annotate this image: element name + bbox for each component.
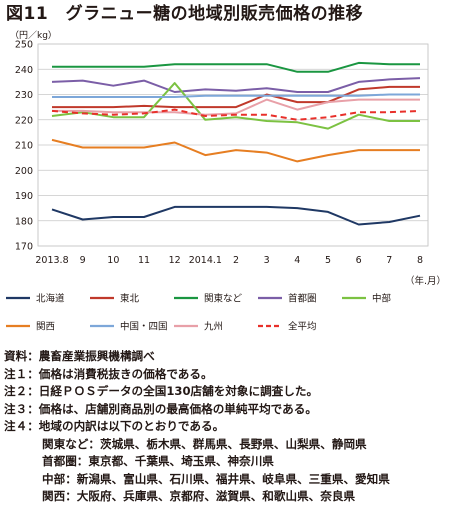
region-chubu: 中部：新潟県、富山県、石川県、福井県、岐阜県、三重県、愛知県 bbox=[42, 471, 390, 486]
y-tick-label: 220 bbox=[15, 115, 33, 126]
x-tick-label: 8 bbox=[417, 255, 423, 266]
note-2: 注２：日経ＰＯＳデータの全国130店舗を対象に調査した。 bbox=[4, 384, 319, 398]
x-tick-label: 3 bbox=[264, 255, 270, 266]
legend-label: 中部 bbox=[372, 293, 391, 305]
region-kanto: 関東など：茨城県、栃木県、群馬県、長野県、山梨県、静岡県 bbox=[42, 436, 367, 451]
x-tick-label: 6 bbox=[356, 255, 362, 266]
axis-labels: 170 180 190 200 210 220 230 240 250 2013.8 9 10 11 12… bbox=[15, 40, 423, 267]
series-group bbox=[51, 61, 421, 226]
note-1: 注１：価格は消費税抜きの価格である。 bbox=[4, 366, 213, 381]
note-3: 注３：価格は、店舗別商品別の最高価格の単純平均である。 bbox=[4, 401, 317, 416]
x-tick-label: 10 bbox=[107, 255, 119, 266]
x-axis-unit-label: （年.月） bbox=[405, 275, 446, 287]
series-line-4 bbox=[51, 77, 421, 93]
legend-label: 九州 bbox=[204, 321, 223, 333]
series-line-5 bbox=[51, 82, 420, 130]
legend-label: 関西 bbox=[36, 322, 55, 333]
notes: 資料：農畜産業振興機構調べ 注１：価格は消費税抜きの価格である。 注２：日経ＰＯ… bbox=[4, 348, 446, 506]
series-line-7 bbox=[52, 93, 420, 98]
series-line-8 bbox=[52, 98, 420, 116]
y-tick-label: 210 bbox=[15, 141, 33, 152]
x-tick-label: 11 bbox=[138, 255, 150, 266]
series-line-2 bbox=[52, 85, 420, 109]
series-line-3 bbox=[52, 61, 420, 73]
x-tick-label: 2013.8 bbox=[35, 255, 68, 266]
y-tick-label: 170 bbox=[15, 242, 33, 253]
legend-label: 北海道 bbox=[36, 293, 65, 305]
legend-label: 中国・四国 bbox=[120, 321, 168, 333]
y-tick-label: 240 bbox=[15, 65, 33, 76]
x-tick-label: 2 bbox=[233, 255, 239, 266]
series-line-9 bbox=[51, 108, 421, 121]
y-tick-label: 250 bbox=[15, 40, 33, 51]
region-shutoken: 首都圏：東京都、千葉県、埼玉県、神奈川県 bbox=[42, 454, 274, 468]
legend-label: 関東など bbox=[204, 293, 243, 305]
unit-label: （円／kg） bbox=[10, 30, 57, 41]
x-tick-label: 9 bbox=[80, 255, 86, 266]
note-source: 資料：農畜産業振興機構調べ bbox=[4, 349, 155, 363]
grid bbox=[37, 43, 429, 247]
x-tick-label: 5 bbox=[325, 255, 331, 266]
y-tick-label: 190 bbox=[15, 191, 33, 202]
region-kansai: 関西：大阪府、兵庫県、京都府、滋賀県、和歌山県、奈良県 bbox=[42, 489, 356, 503]
x-tick-label: 7 bbox=[386, 255, 392, 266]
y-tick-label: 180 bbox=[15, 216, 33, 227]
legend-label: 東北 bbox=[120, 293, 140, 305]
legend-label: 全平均 bbox=[288, 321, 317, 333]
x-tick-label: 2014.1 bbox=[189, 255, 222, 266]
y-tick-label: 230 bbox=[15, 90, 33, 101]
y-tick-label: 200 bbox=[15, 166, 33, 177]
price-line-chart: （円／kg） （年.月） 170180190200210220230240250… bbox=[6, 30, 446, 333]
series-line-6 bbox=[51, 138, 420, 163]
series-line-1 bbox=[51, 205, 421, 226]
note-4: 注４：地域の内訳は以下のとおりである。 bbox=[4, 419, 225, 433]
x-tick-label: 4 bbox=[294, 255, 300, 266]
page-title: 図11 グラニュー糖の地域別販売価格の推移 bbox=[0, 0, 450, 28]
x-tick-label: 12 bbox=[169, 255, 181, 266]
legend-label: 首都圏 bbox=[288, 293, 317, 305]
